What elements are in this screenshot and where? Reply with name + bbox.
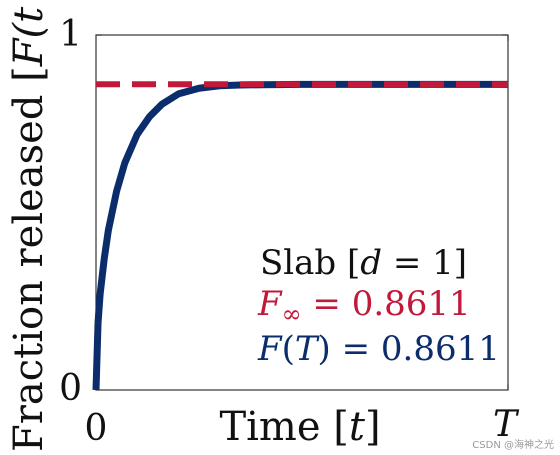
legend-entry-f-t: F(T) = 0.8611	[257, 329, 500, 369]
y-axis-label: Fraction released [F(t	[6, 6, 52, 452]
series-layer	[92, 80, 508, 391]
legend-title-equals: = 1	[382, 243, 454, 283]
y-axis-label-variable: F(t	[6, 6, 52, 67]
legend-title-variable: d	[360, 243, 382, 283]
legend-title-text: Slab	[260, 243, 347, 283]
x-axis-label-bracket-close: ]	[365, 404, 381, 450]
x-tick-label-0: 0	[85, 408, 108, 449]
x-axis-label-text: Time	[219, 404, 333, 450]
legend-f-infinity-value: = 0.8611	[302, 284, 471, 324]
legend-f-infinity-sub: ∞	[282, 300, 302, 328]
legend: Slab [d = 1] F∞ = 0.8611 F(T) = 0.8611	[257, 243, 500, 369]
x-axis-label-variable: t	[349, 404, 366, 450]
legend-f-t-paren-close: )	[318, 329, 331, 369]
legend-title-bracket-open: [	[347, 243, 360, 283]
x-tick-label-1: T	[493, 404, 520, 445]
plot-area-frame	[95, 34, 509, 391]
legend-title-bracket-close: ]	[454, 243, 467, 283]
x-axis-label: Time [t]	[219, 404, 380, 450]
axis-ticks	[96, 34, 509, 390]
x-axis-label-bracket-open: [	[333, 404, 349, 450]
watermark: CSDN @海神之光	[472, 440, 554, 451]
legend-f-t-value: = 0.8611	[331, 329, 500, 369]
y-tick-label-0: 0	[59, 368, 82, 409]
legend-f-t-var: F	[257, 329, 283, 369]
y-tick-label-1: 1	[59, 14, 82, 55]
legend-f-t-paren-open: (	[282, 329, 295, 369]
legend-f-infinity-var: F	[257, 284, 283, 324]
legend-title: Slab [d = 1]	[260, 243, 467, 283]
legend-f-t-arg: T	[295, 329, 320, 369]
y-axis-label-bracket-open: [	[6, 66, 52, 82]
y-axis-label-text: Fraction released	[6, 82, 52, 452]
legend-entry-f-infinity: F∞ = 0.8611	[257, 284, 471, 328]
